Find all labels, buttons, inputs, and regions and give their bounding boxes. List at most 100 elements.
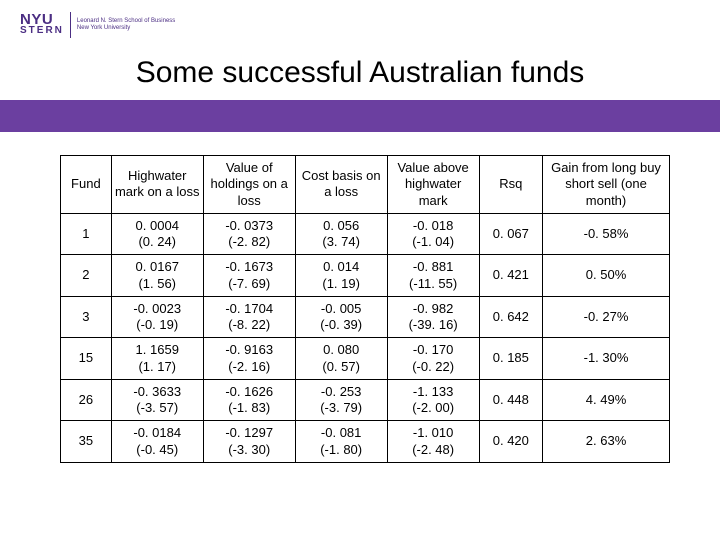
cell-paren: (0. 24) — [115, 234, 200, 250]
table-cell: 2. 63% — [543, 421, 670, 463]
cell-value: 3 — [64, 309, 108, 325]
cell-value: -0. 170 — [391, 342, 476, 358]
cell-value: 0. 067 — [483, 226, 539, 242]
cell-value: -0. 018 — [391, 218, 476, 234]
cell-value: 0. 185 — [483, 350, 539, 366]
cell-paren: (-1. 04) — [391, 234, 476, 250]
cell-value: 0. 420 — [483, 433, 539, 449]
table-cell: 35 — [61, 421, 112, 463]
cell-paren: (-3. 79) — [299, 400, 384, 416]
cell-paren: (-0. 39) — [299, 317, 384, 333]
cell-paren: (-8. 22) — [207, 317, 292, 333]
cell-paren: (-0. 19) — [115, 317, 200, 333]
table-cell: -0. 0373(-2. 82) — [203, 213, 295, 255]
table-cell: 2 — [61, 255, 112, 297]
cell-paren: (-0. 45) — [115, 442, 200, 458]
col-header: Value of holdings on a loss — [203, 156, 295, 214]
table-row: 10. 0004(0. 24)-0. 0373(-2. 82)0. 056(3.… — [61, 213, 670, 255]
cell-value: -0. 0184 — [115, 425, 200, 441]
accent-bar — [0, 100, 720, 132]
cell-paren: (1. 17) — [115, 359, 200, 375]
cell-paren: (-39. 16) — [391, 317, 476, 333]
cell-value: -0. 0373 — [207, 218, 292, 234]
cell-value: 2. 63% — [546, 433, 666, 449]
table-cell: 0. 0004(0. 24) — [111, 213, 203, 255]
table-cell: 26 — [61, 379, 112, 421]
table-cell: 0. 067 — [479, 213, 542, 255]
cell-value: 0. 421 — [483, 267, 539, 283]
cell-paren: (1. 19) — [299, 276, 384, 292]
cell-value: 2 — [64, 267, 108, 283]
table-header-row: Fund Highwater mark on a loss Value of h… — [61, 156, 670, 214]
cell-value: 0. 448 — [483, 392, 539, 408]
table-cell: -0. 1673(-7. 69) — [203, 255, 295, 297]
table-cell: 0. 50% — [543, 255, 670, 297]
cell-value: -1. 133 — [391, 384, 476, 400]
logo-subtitle: Leonard N. Stern School of Business New … — [77, 18, 175, 31]
cell-paren: (-3. 57) — [115, 400, 200, 416]
table-cell: 0. 014(1. 19) — [295, 255, 387, 297]
cell-value: 0. 0004 — [115, 218, 200, 234]
table-cell: 15 — [61, 338, 112, 380]
table-cell: 0. 056(3. 74) — [295, 213, 387, 255]
col-header: Gain from long buy short sell (one month… — [543, 156, 670, 214]
cell-paren: (1. 56) — [115, 276, 200, 292]
table-cell: 0. 185 — [479, 338, 542, 380]
table-cell: 0. 642 — [479, 296, 542, 338]
cell-value: -0. 9163 — [207, 342, 292, 358]
table-cell: -0. 1626(-1. 83) — [203, 379, 295, 421]
cell-value: -0. 27% — [546, 309, 666, 325]
cell-value: -0. 081 — [299, 425, 384, 441]
cell-paren: (-7. 69) — [207, 276, 292, 292]
table-cell: 4. 49% — [543, 379, 670, 421]
table-cell: -0. 0023(-0. 19) — [111, 296, 203, 338]
cell-value: -0. 1673 — [207, 259, 292, 275]
table-cell: 0. 448 — [479, 379, 542, 421]
table-cell: -0. 0184(-0. 45) — [111, 421, 203, 463]
cell-paren: (3. 74) — [299, 234, 384, 250]
cell-paren: (-2. 82) — [207, 234, 292, 250]
table-cell: -0. 881(-11. 55) — [387, 255, 479, 297]
cell-value: 4. 49% — [546, 392, 666, 408]
cell-paren: (-2. 00) — [391, 400, 476, 416]
cell-value: -0. 881 — [391, 259, 476, 275]
col-header: Cost basis on a loss — [295, 156, 387, 214]
logo-text: NYU STERN — [20, 14, 64, 35]
table-cell: -0. 27% — [543, 296, 670, 338]
col-header: Value above highwater mark — [387, 156, 479, 214]
table-cell: -0. 018(-1. 04) — [387, 213, 479, 255]
table-cell: -0. 3633(-3. 57) — [111, 379, 203, 421]
table-cell: 0. 080(0. 57) — [295, 338, 387, 380]
table-cell: -1. 010(-2. 48) — [387, 421, 479, 463]
logo-bottom: STERN — [20, 27, 64, 36]
table-cell: 1. 1659(1. 17) — [111, 338, 203, 380]
table-cell: -0. 081(-1. 80) — [295, 421, 387, 463]
table-row: 26-0. 3633(-3. 57)-0. 1626(-1. 83)-0. 25… — [61, 379, 670, 421]
col-header: Highwater mark on a loss — [111, 156, 203, 214]
table-row: 20. 0167(1. 56)-0. 1673(-7. 69)0. 014(1.… — [61, 255, 670, 297]
cell-paren: (-0. 22) — [391, 359, 476, 375]
table-row: 35-0. 0184(-0. 45)-0. 1297(-3. 30)-0. 08… — [61, 421, 670, 463]
col-header: Rsq — [479, 156, 542, 214]
table-cell: 1 — [61, 213, 112, 255]
table-cell: -0. 982(-39. 16) — [387, 296, 479, 338]
cell-value: 1. 1659 — [115, 342, 200, 358]
table-cell: -0. 58% — [543, 213, 670, 255]
table-row: 151. 1659(1. 17)-0. 9163(-2. 16)0. 080(0… — [61, 338, 670, 380]
table-cell: -0. 005(-0. 39) — [295, 296, 387, 338]
cell-value: -0. 253 — [299, 384, 384, 400]
data-table: Fund Highwater mark on a loss Value of h… — [60, 155, 670, 463]
table-cell: -0. 9163(-2. 16) — [203, 338, 295, 380]
table-cell: -1. 30% — [543, 338, 670, 380]
logo-divider — [70, 12, 71, 38]
logo-sub-line: Leonard N. Stern School of Business — [77, 18, 175, 25]
cell-value: -0. 1704 — [207, 301, 292, 317]
logo: NYU STERN Leonard N. Stern School of Bus… — [20, 12, 175, 38]
table-row: 3-0. 0023(-0. 19)-0. 1704(-8. 22)-0. 005… — [61, 296, 670, 338]
cell-value: -1. 010 — [391, 425, 476, 441]
table-cell: 0. 420 — [479, 421, 542, 463]
cell-value: 0. 0167 — [115, 259, 200, 275]
cell-value: 0. 014 — [299, 259, 384, 275]
cell-paren: (-11. 55) — [391, 276, 476, 292]
cell-paren: (-3. 30) — [207, 442, 292, 458]
